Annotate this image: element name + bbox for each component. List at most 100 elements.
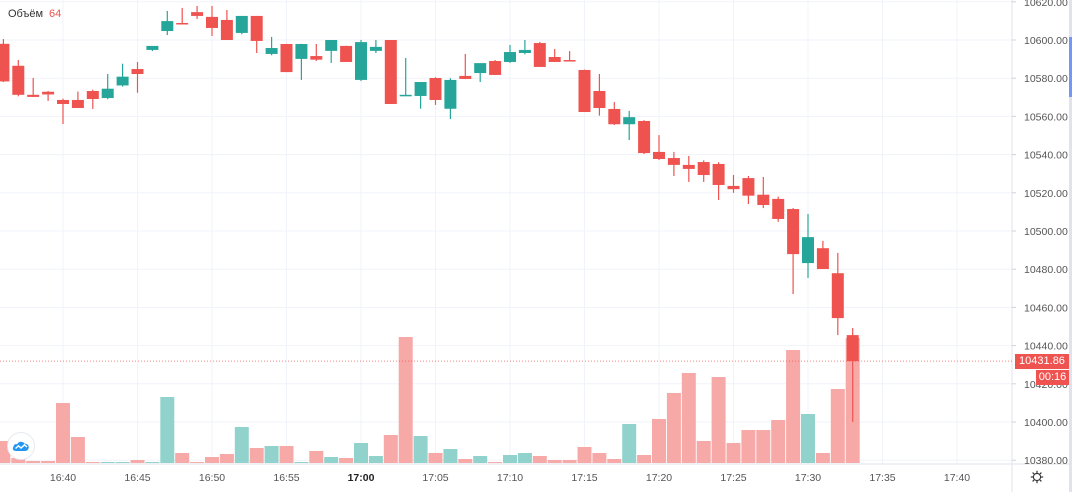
tradingview-logo-button[interactable] xyxy=(7,432,35,460)
candle xyxy=(429,77,442,105)
candle xyxy=(593,73,606,116)
candle xyxy=(459,53,472,80)
price-tick-label: 10580.00 xyxy=(1024,73,1068,85)
candle xyxy=(816,240,829,270)
volume-bar xyxy=(473,456,488,463)
candle xyxy=(518,40,531,55)
volume-bar xyxy=(11,458,26,463)
volume-legend-label: Объём xyxy=(8,8,44,20)
candle xyxy=(27,78,40,97)
candle xyxy=(71,91,84,108)
volume-bar xyxy=(592,453,607,463)
volume-bar xyxy=(517,453,532,463)
time-tick-label: 17:40 xyxy=(944,472,970,484)
price-axis[interactable]: 10620.00 10600.00 10580.00 10560.00 10540.00… xyxy=(1012,0,1068,467)
volume-bar xyxy=(815,453,830,463)
time-tick-label: 16:40 xyxy=(50,472,76,484)
volume-bar xyxy=(741,430,756,463)
candle-countdown-timer: 00:16 xyxy=(1036,370,1069,385)
price-axis-scroll-indicator[interactable] xyxy=(1069,37,1072,97)
candle xyxy=(638,120,651,155)
volume-series xyxy=(0,337,860,463)
volume-bar xyxy=(681,373,696,463)
candle xyxy=(131,61,144,93)
candle xyxy=(474,63,487,83)
price-tick-label: 10560.00 xyxy=(1024,111,1068,123)
candle xyxy=(250,15,263,53)
time-tick-label: 17:20 xyxy=(646,472,672,484)
volume-bar xyxy=(41,461,56,463)
volume-bar xyxy=(234,427,249,463)
volume-bar xyxy=(145,462,160,463)
gear-icon xyxy=(1030,470,1044,484)
time-tick-label: 17:35 xyxy=(869,472,895,484)
volume-bar xyxy=(830,389,845,463)
candle-series xyxy=(0,6,859,422)
candle xyxy=(265,36,278,56)
volume-bar xyxy=(771,420,786,463)
candle xyxy=(369,40,382,53)
price-axis-edge xyxy=(1069,0,1072,492)
volume-bar xyxy=(115,462,130,463)
chart-settings-button[interactable] xyxy=(1023,465,1051,489)
price-tick-label: 10620.00 xyxy=(1024,0,1068,9)
candle xyxy=(116,63,129,87)
volume-bar xyxy=(383,435,398,463)
candle xyxy=(548,48,561,62)
candle xyxy=(846,328,859,422)
time-tick-label: 17:00 xyxy=(348,472,375,484)
candle xyxy=(340,45,353,62)
candle xyxy=(161,10,174,36)
volume-bar xyxy=(458,459,473,463)
candle xyxy=(742,175,755,205)
candle xyxy=(310,44,323,62)
volume-bar xyxy=(666,393,681,463)
candle xyxy=(444,78,457,120)
price-tick-label: 10440.00 xyxy=(1024,341,1068,353)
candle xyxy=(399,57,412,97)
volume-bar xyxy=(726,443,741,463)
price-tick-label: 10480.00 xyxy=(1024,264,1068,276)
volume-bar xyxy=(190,462,205,463)
time-tick-label: 17:10 xyxy=(497,472,523,484)
candle xyxy=(42,90,55,101)
volume-bar xyxy=(324,457,339,463)
volume-bar xyxy=(607,459,622,463)
volume-bar xyxy=(0,441,11,463)
volume-bar xyxy=(205,457,219,463)
volume-bar xyxy=(160,397,175,463)
candle xyxy=(101,73,114,100)
candle xyxy=(86,89,99,109)
time-tick-label: 16:45 xyxy=(124,472,150,484)
candle xyxy=(220,10,233,40)
volume-legend: Объём 64 xyxy=(8,8,61,20)
volume-bar xyxy=(711,377,726,463)
candle xyxy=(563,51,576,62)
volume-legend-value: 64 xyxy=(49,8,62,20)
volume-bar xyxy=(413,436,428,463)
price-tick-label: 10400.00 xyxy=(1024,417,1068,429)
candle xyxy=(787,208,800,295)
candle xyxy=(533,41,546,67)
candle xyxy=(682,155,695,182)
candle xyxy=(146,45,159,52)
volume-bar xyxy=(503,455,517,463)
time-axis[interactable]: 16:40 16:45 16:50 16:55 17:00 17:05 17:10 17:15… xyxy=(50,472,970,484)
price-tick-label: 10540.00 xyxy=(1024,150,1068,162)
candle xyxy=(206,6,218,36)
candle xyxy=(802,214,814,278)
tradingview-cloud-icon xyxy=(12,441,29,451)
candle xyxy=(0,39,10,83)
time-tick-label: 17:15 xyxy=(571,472,597,484)
candle xyxy=(608,102,621,125)
volume-bar xyxy=(428,453,443,463)
candle xyxy=(772,196,785,222)
candle xyxy=(712,162,725,201)
candle xyxy=(414,82,427,109)
volume-bar xyxy=(577,447,592,463)
volume-bar xyxy=(652,419,666,463)
volume-bar xyxy=(398,337,413,463)
volume-bar xyxy=(175,453,190,463)
